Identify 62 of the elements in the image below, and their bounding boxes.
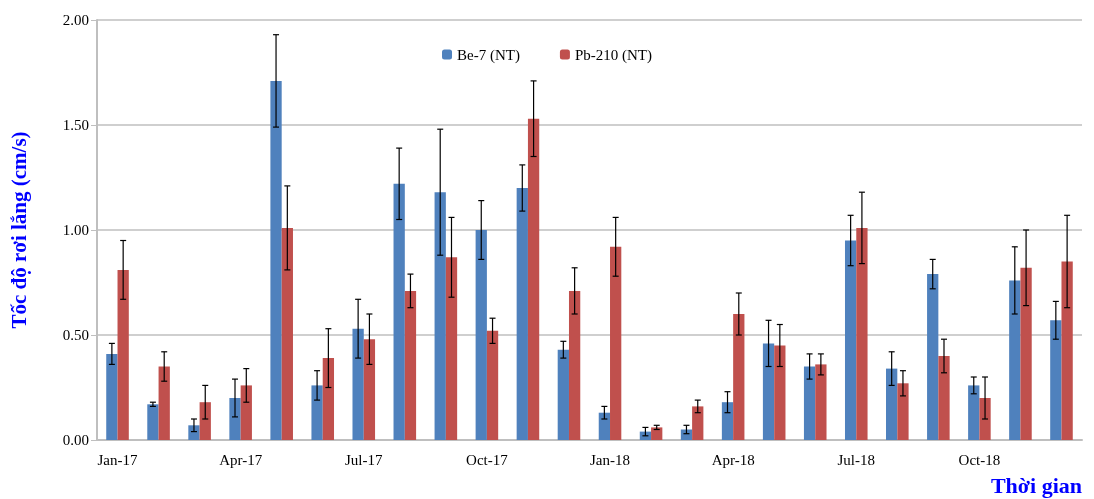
bar bbox=[692, 406, 704, 440]
x-tick-label: Jul-17 bbox=[345, 451, 384, 468]
bar bbox=[188, 425, 200, 440]
bar bbox=[117, 269, 129, 440]
bar bbox=[281, 227, 293, 440]
bar bbox=[229, 398, 241, 440]
x-tick-label: Oct-17 bbox=[466, 451, 509, 468]
bar bbox=[1061, 261, 1073, 440]
x-tick-label: Apr-18 bbox=[711, 451, 755, 468]
x-tick-label: Oct-18 bbox=[958, 451, 1001, 468]
bar bbox=[774, 345, 786, 440]
bar bbox=[445, 257, 458, 440]
bar bbox=[404, 290, 417, 440]
bar bbox=[147, 404, 159, 440]
y-tick-label: 2.00 bbox=[62, 12, 89, 28]
bar bbox=[610, 246, 622, 440]
bar bbox=[897, 383, 909, 440]
bar bbox=[1050, 320, 1062, 440]
x-tick-label: Jan-17 bbox=[97, 451, 139, 468]
bar bbox=[844, 240, 857, 440]
bar bbox=[352, 328, 364, 440]
x-tick-label: Apr-17 bbox=[219, 451, 263, 468]
bar bbox=[434, 192, 446, 440]
bar bbox=[803, 366, 816, 440]
bar bbox=[721, 402, 734, 440]
x-tick-label: Jan-18 bbox=[590, 451, 631, 468]
bar bbox=[527, 118, 540, 440]
bar bbox=[322, 358, 335, 440]
bar bbox=[486, 330, 499, 440]
bar bbox=[886, 368, 898, 440]
legend-label: Pb-210 (NT) bbox=[574, 46, 652, 64]
bar bbox=[393, 183, 405, 440]
bar bbox=[568, 290, 581, 440]
bar bbox=[363, 339, 376, 440]
bar bbox=[598, 412, 611, 440]
bar bbox=[270, 80, 282, 440]
bar bbox=[557, 349, 569, 440]
bar bbox=[158, 366, 170, 440]
bar bbox=[927, 274, 939, 440]
bar bbox=[240, 385, 252, 440]
bar bbox=[968, 385, 980, 440]
bar bbox=[651, 427, 663, 440]
x-axis-title: Thời gian bbox=[990, 472, 1082, 498]
bar bbox=[938, 356, 950, 440]
y-axis-title: Tốc độ rơi lắng (cm/s) bbox=[6, 131, 31, 329]
bar bbox=[106, 353, 118, 440]
y-tick-label: 1.50 bbox=[62, 117, 89, 133]
bar bbox=[733, 314, 745, 440]
bar bbox=[762, 343, 775, 440]
bar bbox=[815, 364, 827, 440]
bar bbox=[311, 385, 323, 440]
x-tick-label: Jul-18 bbox=[837, 451, 876, 468]
bar bbox=[516, 188, 528, 440]
bar bbox=[856, 227, 868, 440]
bar bbox=[1009, 280, 1021, 440]
legend-label: Be-7 (NT) bbox=[457, 46, 520, 64]
bar bbox=[199, 402, 211, 440]
bar bbox=[1020, 267, 1032, 440]
y-tick-label: 0.50 bbox=[62, 327, 89, 343]
y-tick-label: 1.00 bbox=[62, 222, 89, 238]
y-tick-label: 0.00 bbox=[62, 432, 89, 448]
bar bbox=[475, 230, 487, 440]
